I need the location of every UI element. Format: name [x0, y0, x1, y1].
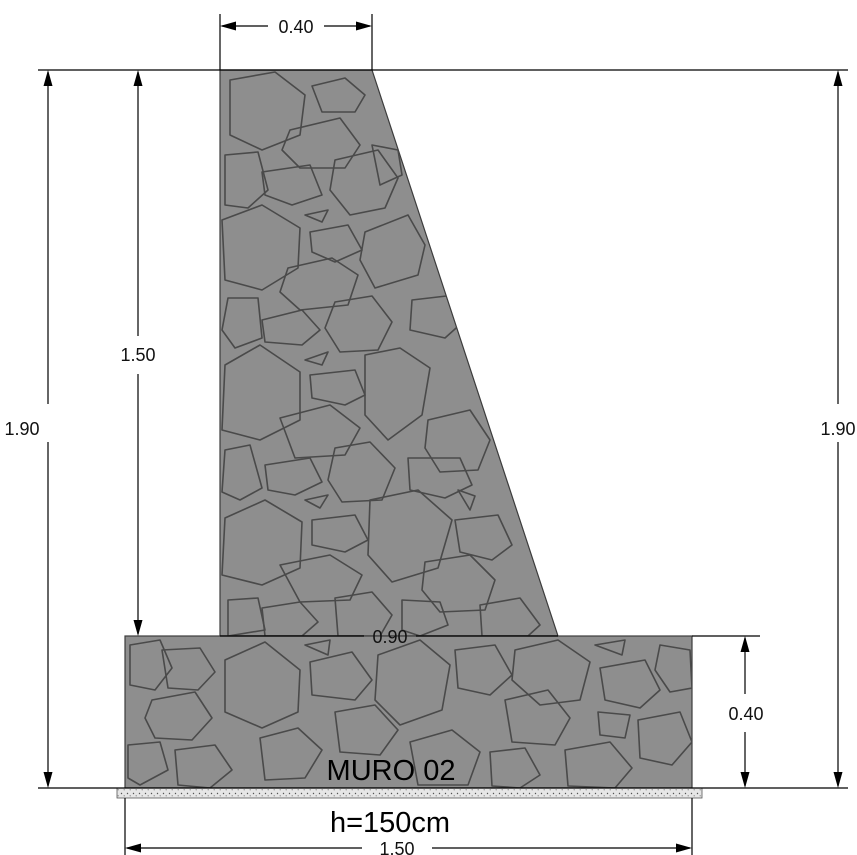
dim-total-height-left: 1.90: [4, 70, 53, 788]
dim-label-footing-height: 0.40: [728, 704, 763, 724]
dim-footing-height: 0.40: [728, 636, 764, 788]
dim-label-stem-height: 1.50: [120, 345, 155, 365]
dim-label-stem-base: 0.90: [372, 627, 407, 647]
dim-stem-base: 0.90: [220, 627, 558, 647]
dim-total-height-right: 1.90: [820, 70, 856, 788]
dim-label-stem-top: 0.40: [278, 17, 313, 37]
footing-stone-pattern: [127, 639, 692, 788]
dim-label-footing-width: 1.50: [379, 839, 414, 855]
sand-base-layer: [116, 787, 703, 799]
extension-lines: [38, 14, 848, 855]
dim-label-total-right: 1.90: [820, 419, 855, 439]
dim-label-total-left: 1.90: [4, 419, 39, 439]
wall-title: MURO 02: [327, 755, 456, 787]
dim-stem-height: 1.50: [120, 70, 156, 636]
stem-stone-pattern: [221, 71, 541, 636]
dim-footing-width: 1.50: [125, 839, 692, 855]
dim-stem-top-width: 0.40: [220, 17, 372, 37]
height-note: h=150cm: [330, 807, 450, 839]
